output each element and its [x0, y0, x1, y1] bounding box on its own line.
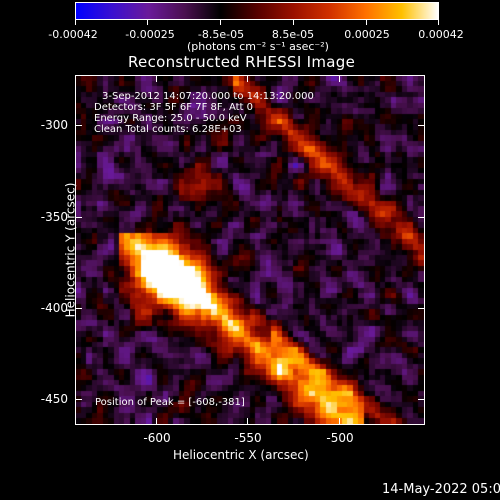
colorbar-label: 0.00042 [418, 28, 464, 41]
x-tick-label: -500 [326, 431, 354, 445]
x-tick [247, 75, 248, 82]
colorbar-label: 8.5e-05 [271, 28, 315, 41]
y-tick-label: -400 [40, 301, 68, 315]
colorbar-units: (photons cm⁻² s⁻¹ asec⁻²) [187, 40, 329, 53]
x-tick [156, 418, 157, 425]
y-tick [418, 125, 425, 126]
y-tick [418, 399, 425, 400]
time-range-text: 3-Sep-2012 14:07:20.000 to 14:13:20.000 [102, 91, 314, 102]
plot-frame [75, 75, 425, 425]
y-tick [75, 308, 82, 309]
colorbar [75, 2, 439, 20]
x-tick-label: -550 [234, 431, 262, 445]
x-tick-label: -600 [143, 431, 171, 445]
colorbar-tick [75, 20, 76, 25]
y-tick-label: -450 [40, 392, 68, 406]
datestamp: 14-May-2022 05:03 [382, 482, 500, 497]
x-tick [339, 418, 340, 425]
colorbar-label: -0.00025 [125, 28, 175, 41]
plot-title: Reconstructed RHESSI Image [128, 53, 356, 71]
detectors-text: Detectors: 3F 5F 6F 7F 8F, Att 0 [94, 102, 254, 113]
x-tick [156, 75, 157, 82]
y-tick [75, 217, 82, 218]
energy-range-text: Energy Range: 25.0 - 50.0 keV [94, 113, 247, 124]
x-axis-label: Heliocentric X (arcsec) [173, 448, 309, 462]
xray-image [76, 76, 424, 424]
clean-counts-text: Clean Total counts: 6.28E+03 [94, 124, 242, 135]
y-axis-label: Heliocentric Y (arcsec) [63, 182, 78, 318]
colorbar-ticks [75, 20, 439, 26]
colorbar-label: 0.00025 [344, 28, 390, 41]
x-tick [247, 418, 248, 425]
y-tick [75, 125, 82, 126]
annotation-block: 3-Sep-2012 14:07:20.000 to 14:13:20.000 … [94, 91, 314, 135]
colorbar-tick [147, 20, 148, 25]
colorbar-tick [220, 20, 221, 25]
y-tick [418, 308, 425, 309]
colorbar-label: -0.00042 [48, 28, 98, 41]
colorbar-tick [366, 20, 367, 25]
y-tick-label: -350 [40, 210, 68, 224]
colorbar-tick [293, 20, 294, 25]
colorbar-tick [438, 20, 439, 25]
y-tick-label: -300 [40, 118, 68, 132]
y-tick [75, 399, 82, 400]
x-tick [339, 75, 340, 82]
y-tick [418, 217, 425, 218]
colorbar-label: -8.5e-05 [197, 28, 245, 41]
peak-position-text: Position of Peak = [-608,-381] [95, 397, 245, 408]
